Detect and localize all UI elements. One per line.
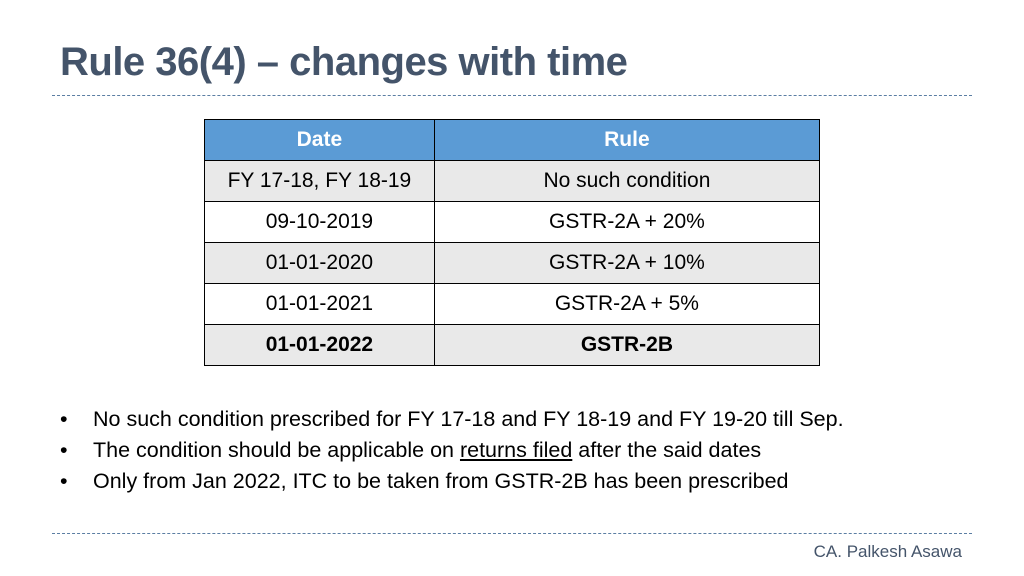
table-header-row: Date Rule [204,119,821,161]
bullet-item: • No such condition prescribed for FY 17… [60,404,844,435]
table-row: 01-01-2022 GSTR-2B [204,324,821,366]
table-row: FY 17-18, FY 18-19 No such condition [204,160,821,202]
bullet-marker: • [60,469,68,493]
title-divider [52,95,972,96]
bullet-text-underlined: returns filed [459,438,573,462]
slide-title: Rule 36(4) – changes with time [60,40,628,84]
bullet-marker: • [60,407,68,431]
bullet-marker: • [60,438,68,462]
row-rule: GSTR-2B [433,324,821,366]
row-date: 01-01-2020 [204,242,435,284]
bullet-text-after: after the said dates [572,438,762,462]
row-rule: GSTR-2A + 5% [433,283,821,325]
row-rule: GSTR-2A + 10% [433,242,821,284]
rules-table: Date Rule FY 17-18, FY 18-19 No such con… [204,119,821,366]
table-row: 01-01-2021 GSTR-2A + 5% [204,283,821,325]
row-date: FY 17-18, FY 18-19 [204,160,435,202]
bullet-text: No such condition prescribed for FY 17-1… [93,407,844,431]
table-row: 09-10-2019 GSTR-2A + 20% [204,201,821,243]
table-row: 01-01-2020 GSTR-2A + 10% [204,242,821,284]
footer-divider [52,533,972,534]
row-rule: No such condition [433,160,821,202]
row-rule: GSTR-2A + 20% [433,201,821,243]
row-date: 01-01-2022 [204,324,435,366]
row-date: 01-01-2021 [204,283,435,325]
bullet-text-before: The condition should be applicable on [93,438,460,462]
author-credit: CA. Palkesh Asawa [813,542,962,561]
bullet-text: Only from Jan 2022, ITC to be taken from… [93,469,789,493]
row-date: 09-10-2019 [204,201,435,243]
bullet-item: • The condition should be applicable on … [60,435,844,466]
bullet-list: • No such condition prescribed for FY 17… [60,404,844,497]
bullet-item: • Only from Jan 2022, ITC to be taken fr… [60,466,844,497]
header-rule: Rule [433,119,821,161]
header-date: Date [204,119,435,161]
